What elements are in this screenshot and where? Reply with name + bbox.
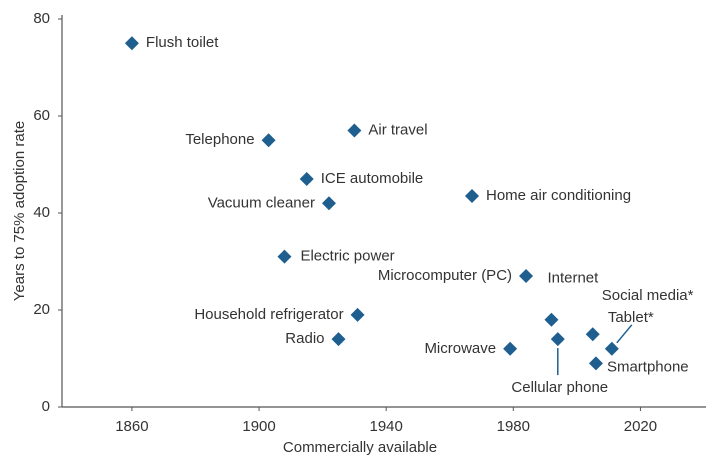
y-tick-label: 0	[42, 398, 50, 415]
point	[544, 312, 559, 327]
point	[604, 341, 619, 356]
point	[503, 341, 518, 356]
y-tick-label: 60	[33, 107, 50, 124]
point-label: Home air conditioning	[486, 187, 631, 204]
point-label: Microwave	[424, 340, 496, 357]
point	[347, 123, 362, 138]
point	[124, 36, 139, 51]
point-label: Internet	[547, 270, 599, 287]
point-label: Vacuum cleaner	[208, 194, 315, 211]
y-tick-label: 20	[33, 301, 50, 318]
point	[519, 269, 534, 284]
point-label: Smartphone	[607, 358, 689, 375]
y-axis-label: Years to 75% adoption rate	[11, 121, 28, 301]
point	[261, 133, 276, 148]
x-axis-label: Commercially available	[283, 439, 437, 456]
point	[464, 189, 479, 204]
point-label: Tablet*	[608, 309, 654, 326]
y-tick-label: 40	[33, 204, 50, 221]
point-label: Electric power	[300, 248, 394, 265]
x-tick-label: 1940	[369, 418, 402, 435]
point-label: Telephone	[185, 131, 254, 148]
point-label: Radio	[285, 330, 324, 347]
point	[321, 196, 336, 211]
point-label: ICE automobile	[321, 170, 424, 187]
point	[588, 356, 603, 371]
point	[277, 249, 292, 264]
point-label: Flush toilet	[146, 34, 219, 51]
point-label: Social media*	[602, 287, 694, 304]
point	[585, 327, 600, 342]
y-tick-label: 80	[33, 10, 50, 27]
leader-line	[616, 324, 633, 344]
point-label: Household refrigerator	[194, 306, 343, 323]
point-label: Cellular phone	[511, 379, 608, 396]
x-tick-label: 1980	[497, 418, 530, 435]
x-tick-label: 1860	[115, 418, 148, 435]
point	[299, 172, 314, 187]
point-label: Microcomputer (PC)	[378, 267, 512, 284]
x-tick-label: 1900	[242, 418, 275, 435]
point	[550, 332, 565, 347]
point-label: Air travel	[368, 122, 427, 139]
point	[350, 307, 365, 322]
x-tick-label: 2020	[624, 418, 657, 435]
point	[331, 332, 346, 347]
